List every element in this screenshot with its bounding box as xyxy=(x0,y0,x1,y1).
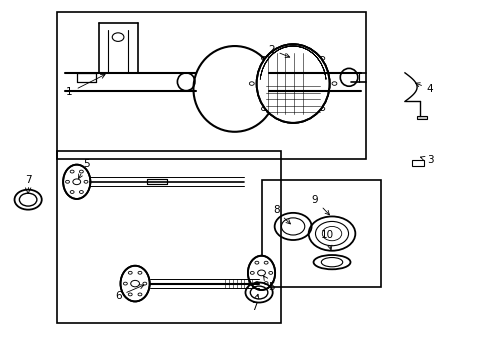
Text: 7: 7 xyxy=(25,175,31,185)
Text: 2: 2 xyxy=(267,45,289,58)
Text: 5: 5 xyxy=(263,276,274,292)
Text: 6: 6 xyxy=(115,285,143,301)
Text: 3: 3 xyxy=(420,156,432,165)
Ellipse shape xyxy=(256,44,329,123)
Bar xyxy=(57,12,366,158)
Bar xyxy=(261,180,380,287)
Bar xyxy=(147,179,166,184)
Bar xyxy=(57,152,281,323)
Text: 9: 9 xyxy=(311,195,329,215)
Text: 1: 1 xyxy=(66,75,105,98)
Text: 7: 7 xyxy=(250,294,258,312)
Ellipse shape xyxy=(63,165,90,199)
Text: 10: 10 xyxy=(320,230,333,249)
Ellipse shape xyxy=(247,256,275,290)
Bar xyxy=(416,116,426,119)
Bar xyxy=(147,179,166,184)
Text: 5: 5 xyxy=(79,159,90,179)
Ellipse shape xyxy=(120,266,149,301)
Bar xyxy=(411,160,424,166)
Text: 8: 8 xyxy=(272,205,290,224)
Text: 4: 4 xyxy=(415,83,432,94)
